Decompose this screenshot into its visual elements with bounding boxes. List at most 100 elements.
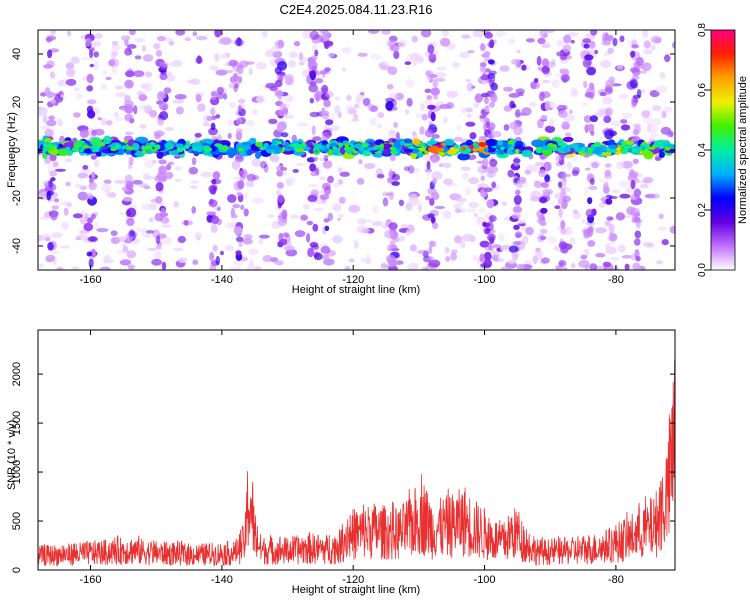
- spectrogram-cell: [112, 50, 118, 58]
- spectrogram-cell: [572, 209, 579, 214]
- spectrogram-cell: [238, 98, 246, 104]
- spectrogram-cell: [650, 45, 656, 51]
- spectrogram-cell: [210, 90, 218, 96]
- spectrogram-cell: [337, 213, 344, 219]
- spectrogram-cell: [324, 131, 333, 139]
- spectrogram-cell: [350, 118, 360, 123]
- spectrogram-cell: [663, 106, 673, 113]
- spectrogram-cell: [209, 251, 215, 262]
- spectrogram-cell: [324, 42, 330, 50]
- spectrogram-x-tick-label: -160: [80, 274, 102, 286]
- spectrogram-cell: [74, 183, 83, 188]
- spectrogram-cell: [622, 112, 633, 119]
- spectrogram-cell: [427, 44, 435, 54]
- spectrogram-cell: [197, 103, 206, 112]
- spectrogram-cell: [51, 205, 60, 210]
- spectrogram-cell: [443, 138, 455, 146]
- spectrogram-cell: [603, 182, 609, 190]
- spectrogram-cell: [173, 247, 184, 252]
- spectrogram-cell: [45, 254, 56, 262]
- spectrogram-cell: [651, 118, 662, 126]
- spectrogram-cell: [101, 83, 107, 90]
- spectrogram-cell: [208, 127, 218, 136]
- spectrogram-cell: [631, 44, 639, 49]
- spectrogram-cell: [541, 80, 551, 83]
- spectrogram-cell: [632, 128, 640, 136]
- spectrogram-cell: [312, 136, 322, 142]
- spectrogram-cell: [40, 125, 50, 130]
- spectrogram-cell: [630, 179, 636, 190]
- spectrogram-cell: [281, 132, 289, 138]
- spectrogram-cell: [489, 236, 495, 245]
- spectrogram-cell: [243, 208, 249, 217]
- spectrogram-core: [255, 141, 264, 147]
- spectrogram-cell: [251, 175, 259, 181]
- spectrogram-cell: [465, 107, 473, 113]
- snr-x-tick-label: -80: [608, 574, 624, 586]
- spectrogram-cell: [38, 263, 44, 269]
- spectrogram-core: [195, 146, 204, 152]
- spectrogram-cell: [404, 61, 412, 65]
- spectrogram-x-tick-label: -100: [474, 274, 496, 286]
- spectrogram-cell: [212, 171, 220, 180]
- spectrogram-cell: [140, 228, 148, 237]
- spectrogram-cell: [126, 250, 136, 259]
- spectrogram-core: [114, 143, 120, 149]
- spectrogram-cell: [216, 206, 221, 212]
- spectrogram-cell: [234, 226, 242, 232]
- spectrogram-cell: [88, 195, 94, 200]
- spectrogram-cell: [45, 236, 51, 242]
- spectrogram-cell: [385, 101, 394, 111]
- spectrogram-core: [188, 148, 193, 153]
- spectrogram-cell: [155, 49, 163, 57]
- spectrogram-cell: [427, 256, 434, 261]
- spectrogram-cell: [509, 121, 519, 130]
- spectrogram-cell: [516, 183, 523, 188]
- spectrogram-cell: [277, 218, 288, 227]
- spectrogram-cell: [486, 199, 495, 209]
- spectrogram-cell: [217, 40, 223, 45]
- spectrogram-cell: [331, 125, 340, 131]
- spectrogram-cell: [488, 101, 495, 108]
- spectrogram-cell: [479, 66, 486, 73]
- spectrogram-cell: [245, 179, 255, 188]
- spectrogram-cell: [328, 52, 335, 58]
- spectrogram-cell: [433, 94, 438, 100]
- spectrogram-cell: [321, 84, 329, 94]
- spectrogram-cell: [366, 219, 372, 223]
- spectrogram-cell: [337, 218, 341, 221]
- spectrogram-cell: [587, 197, 593, 205]
- spectrogram-cell: [46, 119, 57, 127]
- spectrogram-cell: [531, 139, 544, 148]
- spectrogram-cell: [259, 234, 270, 239]
- spectrogram-cell: [415, 56, 424, 62]
- spectrogram-cell: [235, 250, 242, 256]
- spectrogram-core: [403, 143, 411, 147]
- spectrogram-cell: [314, 91, 324, 101]
- spectrogram-cell: [634, 216, 641, 222]
- spectrogram-cell: [259, 160, 268, 169]
- spectrogram-cell: [541, 65, 551, 75]
- spectrogram-cell: [174, 178, 182, 183]
- spectrogram-cell: [184, 37, 192, 41]
- spectrogram-cell: [364, 162, 376, 170]
- spectrogram-cell: [161, 224, 172, 228]
- spectrogram-cell: [227, 194, 237, 203]
- spectrogram-cell: [125, 209, 131, 217]
- spectrogram-cell: [567, 32, 579, 37]
- spectrogram-cell: [521, 64, 527, 71]
- spectrogram-cell: [86, 110, 96, 119]
- spectrogram-cell: [392, 106, 398, 111]
- spectrogram-cell: [466, 82, 474, 92]
- spectrogram-cell: [120, 35, 131, 41]
- spectrogram-cell: [415, 113, 422, 118]
- spectrogram-cell: [487, 59, 495, 65]
- spectrogram-cell: [633, 98, 639, 103]
- spectrogram-cell: [534, 161, 546, 167]
- spectrogram-cell: [488, 243, 493, 251]
- spectrogram-cell: [156, 151, 164, 159]
- snr-x-axis: -160 -140 -120 -100 -80: [80, 330, 624, 586]
- spectrogram-cell: [584, 54, 594, 61]
- spectrogram-cell: [568, 109, 573, 115]
- spectrogram-cell: [309, 163, 317, 172]
